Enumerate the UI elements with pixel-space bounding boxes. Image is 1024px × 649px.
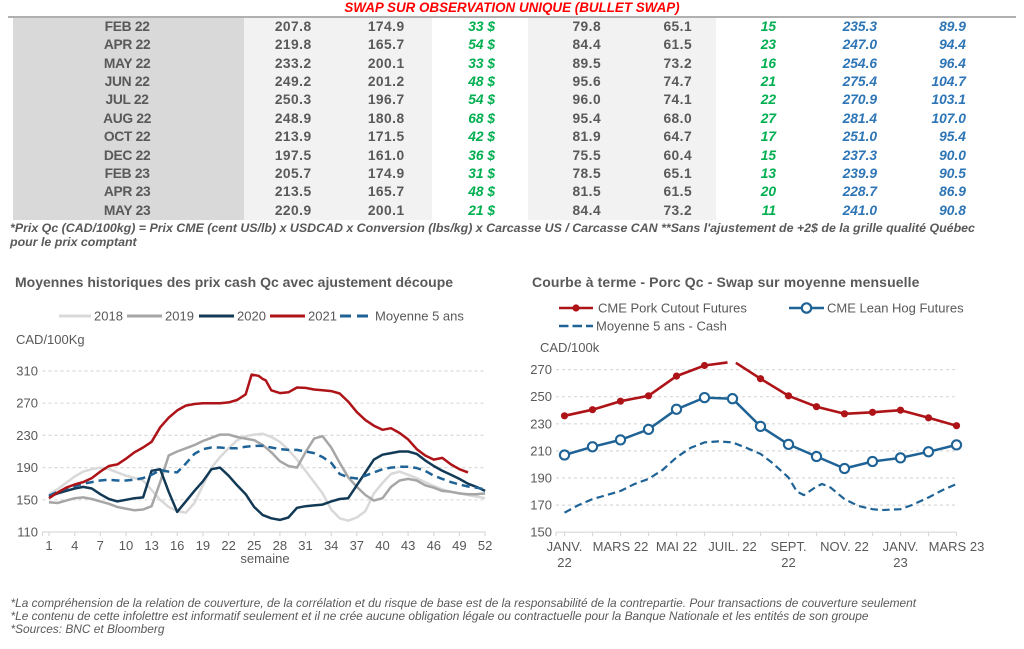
svg-text:SEPT.: SEPT.	[770, 539, 806, 554]
svg-text:CME Pork Cutout Futures: CME Pork Cutout Futures	[598, 301, 747, 316]
svg-text:230: 230	[530, 416, 552, 431]
svg-text:Moyenne 5 ans: Moyenne 5 ans	[375, 309, 464, 324]
svg-text:2020: 2020	[237, 309, 266, 324]
svg-text:22: 22	[781, 555, 795, 570]
svg-text:270: 270	[530, 362, 552, 377]
svg-text:25: 25	[247, 538, 261, 553]
svg-text:2019: 2019	[165, 309, 194, 324]
svg-text:37: 37	[350, 538, 364, 553]
svg-text:230: 230	[16, 428, 38, 443]
svg-text:MARS 22: MARS 22	[593, 539, 649, 554]
svg-text:46: 46	[427, 538, 441, 553]
svg-text:170: 170	[530, 498, 552, 513]
svg-text:210: 210	[530, 443, 552, 458]
svg-text:CAD/100Kg: CAD/100Kg	[16, 332, 85, 347]
svg-text:2021: 2021	[308, 309, 337, 324]
svg-text:semaine: semaine	[240, 551, 289, 566]
svg-text:150: 150	[16, 492, 38, 507]
svg-text:23: 23	[893, 555, 907, 570]
svg-text:CAD/100k: CAD/100k	[540, 340, 600, 355]
svg-text:22: 22	[557, 555, 571, 570]
svg-text:Courbe à terme - Porc Qc - Swa: Courbe à terme - Porc Qc - Swap sur moye…	[532, 274, 920, 290]
svg-text:28: 28	[273, 538, 287, 553]
svg-text:Moyenne 5 ans - Cash: Moyenne 5 ans - Cash	[596, 319, 727, 334]
svg-text:150: 150	[530, 525, 552, 540]
svg-text:52: 52	[478, 538, 492, 553]
svg-text:10: 10	[119, 538, 133, 553]
svg-text:110: 110	[17, 525, 38, 540]
svg-text:JANV.: JANV.	[883, 539, 919, 554]
svg-text:250: 250	[530, 389, 552, 404]
svg-text:7: 7	[97, 538, 104, 553]
svg-text:MARS 23: MARS 23	[929, 539, 985, 554]
svg-text:MAI 22: MAI 22	[656, 539, 697, 554]
svg-text:1: 1	[45, 538, 52, 553]
svg-text:JUIL. 22: JUIL. 22	[708, 539, 756, 554]
svg-text:16: 16	[170, 538, 184, 553]
svg-text:4: 4	[71, 538, 78, 553]
svg-text:CME Lean Hog Futures: CME Lean Hog Futures	[827, 301, 964, 316]
svg-text:22: 22	[221, 538, 235, 553]
svg-text:190: 190	[16, 460, 38, 475]
svg-text:JANV.: JANV.	[547, 539, 583, 554]
svg-text:2018: 2018	[94, 309, 123, 324]
svg-text:49: 49	[452, 538, 466, 553]
svg-text:Moyennes historiques des prix: Moyennes historiques des prix cash Qc av…	[15, 274, 453, 290]
svg-text:NOV. 22: NOV. 22	[820, 539, 869, 554]
svg-text:19: 19	[196, 538, 210, 553]
svg-text:270: 270	[16, 396, 38, 411]
svg-text:190: 190	[530, 471, 552, 486]
svg-text:43: 43	[401, 538, 415, 553]
svg-text:34: 34	[324, 538, 338, 553]
svg-text:310: 310	[16, 364, 38, 379]
svg-text:40: 40	[375, 538, 389, 553]
svg-text:31: 31	[298, 538, 312, 553]
svg-text:13: 13	[144, 538, 158, 553]
